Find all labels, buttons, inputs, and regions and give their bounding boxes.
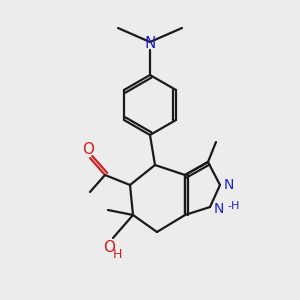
- Text: O: O: [82, 142, 94, 158]
- Text: O: O: [103, 241, 115, 256]
- Text: -H: -H: [227, 201, 239, 211]
- Text: N: N: [144, 35, 156, 50]
- Text: N: N: [224, 178, 234, 192]
- Text: N: N: [214, 202, 224, 216]
- Text: H: H: [112, 248, 122, 262]
